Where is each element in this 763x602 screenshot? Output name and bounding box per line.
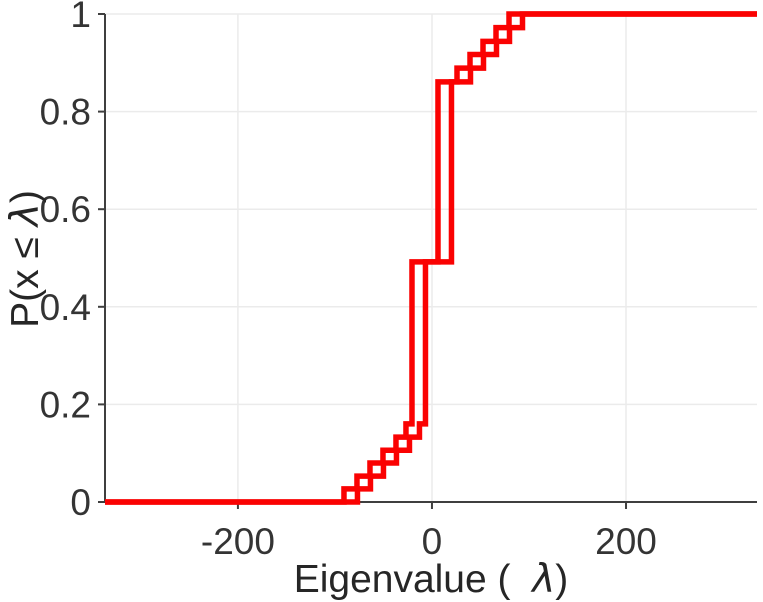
eigenvalue-ecdf-curve-1 <box>105 11 757 505</box>
x-axis-label-close: ) <box>555 558 569 601</box>
y-tick-label: 0 <box>70 482 91 523</box>
x-tick-label: 200 <box>595 521 657 562</box>
x-axis-label: Eigenvalue ( λ) <box>105 560 757 599</box>
eigenvalue-ecdf-curve-2 <box>105 11 757 505</box>
y-axis-label: P(x ≤ λ) <box>3 175 48 343</box>
y-tick-label: 1 <box>70 0 91 35</box>
y-axis-label-text: P(x ≤ <box>4 226 47 328</box>
x-tick-label: 0 <box>422 521 443 562</box>
x-axis-label-text: Eigenvalue ( <box>293 558 533 601</box>
y-axis-label-close: ) <box>4 190 47 204</box>
y-tick-label: 0.2 <box>40 384 91 425</box>
x-axis-lambda-symbol: λ <box>532 557 556 602</box>
y-tick-label: 0.4 <box>40 287 91 328</box>
y-tick-label: 0.6 <box>40 189 91 230</box>
x-tick-label: -200 <box>201 521 275 562</box>
y-axis-lambda-symbol: λ <box>3 203 48 227</box>
y-tick-label: 0.8 <box>40 92 91 133</box>
